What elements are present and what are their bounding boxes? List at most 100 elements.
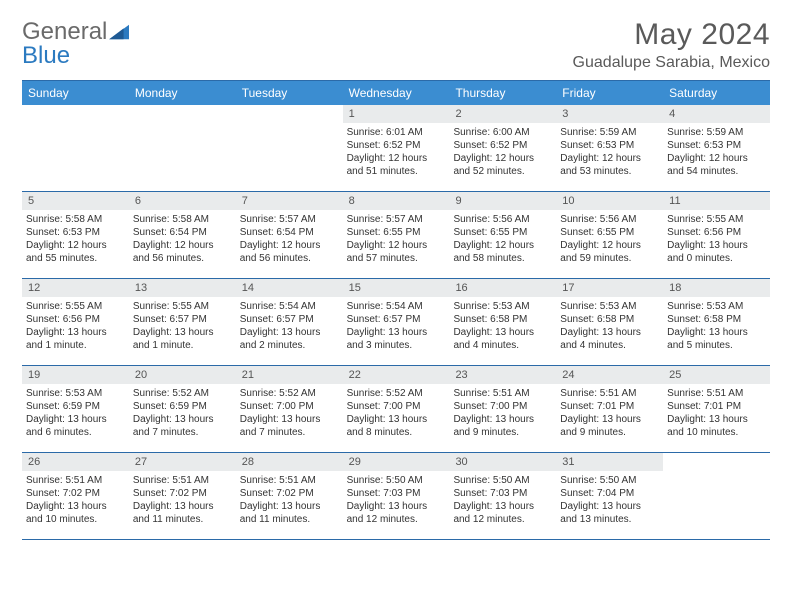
day-number: 15 [343,279,450,297]
day-number [129,105,236,123]
sunset-text: Sunset: 6:59 PM [26,400,125,413]
sunset-text: Sunset: 6:52 PM [347,139,446,152]
sunset-text: Sunset: 6:52 PM [453,139,552,152]
daylight-text: Daylight: 13 hours and 8 minutes. [347,413,446,439]
daylight-text: Daylight: 13 hours and 11 minutes. [133,500,232,526]
month-title: May 2024 [573,18,770,52]
daylight-text: Daylight: 12 hours and 53 minutes. [560,152,659,178]
brand-part2-wrap: Blue [22,42,70,70]
daylight-text: Daylight: 13 hours and 13 minutes. [560,500,659,526]
calendar-day-cell: 4Sunrise: 5:59 AMSunset: 6:53 PMDaylight… [663,105,770,191]
weekday-header: Friday [556,81,663,105]
day-number: 6 [129,192,236,210]
sunset-text: Sunset: 7:02 PM [26,487,125,500]
calendar-week-row: 19Sunrise: 5:53 AMSunset: 6:59 PMDayligh… [22,366,770,453]
calendar-day-cell [22,105,129,191]
sunrise-text: Sunrise: 5:51 AM [667,387,766,400]
sunrise-text: Sunrise: 6:01 AM [347,126,446,139]
sunrise-text: Sunrise: 5:53 AM [667,300,766,313]
logo-triangle-icon [109,23,131,41]
daylight-text: Daylight: 13 hours and 6 minutes. [26,413,125,439]
weekday-header: Thursday [449,81,556,105]
calendar-day-cell: 2Sunrise: 6:00 AMSunset: 6:52 PMDaylight… [449,105,556,191]
sunrise-text: Sunrise: 5:50 AM [453,474,552,487]
daylight-text: Daylight: 12 hours and 54 minutes. [667,152,766,178]
sunrise-text: Sunrise: 5:55 AM [26,300,125,313]
calendar-day-cell: 19Sunrise: 5:53 AMSunset: 6:59 PMDayligh… [22,366,129,452]
day-number: 24 [556,366,663,384]
daylight-text: Daylight: 13 hours and 5 minutes. [667,326,766,352]
calendar-day-cell [663,453,770,539]
calendar-day-cell: 27Sunrise: 5:51 AMSunset: 7:02 PMDayligh… [129,453,236,539]
sunrise-text: Sunrise: 5:52 AM [240,387,339,400]
daylight-text: Daylight: 12 hours and 56 minutes. [133,239,232,265]
day-number: 1 [343,105,450,123]
day-number: 14 [236,279,343,297]
sunset-text: Sunset: 6:53 PM [560,139,659,152]
daylight-text: Daylight: 12 hours and 52 minutes. [453,152,552,178]
sunset-text: Sunset: 7:01 PM [560,400,659,413]
sunrise-text: Sunrise: 5:56 AM [453,213,552,226]
calendar-week-row: 26Sunrise: 5:51 AMSunset: 7:02 PMDayligh… [22,453,770,539]
sunset-text: Sunset: 7:02 PM [133,487,232,500]
day-number: 26 [22,453,129,471]
day-number: 3 [556,105,663,123]
weekday-header: Sunday [22,81,129,105]
calendar-day-cell: 23Sunrise: 5:51 AMSunset: 7:00 PMDayligh… [449,366,556,452]
calendar-day-cell: 7Sunrise: 5:57 AMSunset: 6:54 PMDaylight… [236,192,343,278]
location-text: Guadalupe Sarabia, Mexico [573,54,770,72]
sunset-text: Sunset: 6:53 PM [667,139,766,152]
sunrise-text: Sunrise: 5:51 AM [133,474,232,487]
daylight-text: Daylight: 13 hours and 1 minute. [26,326,125,352]
sunset-text: Sunset: 6:58 PM [667,313,766,326]
calendar-day-cell: 26Sunrise: 5:51 AMSunset: 7:02 PMDayligh… [22,453,129,539]
sunset-text: Sunset: 7:03 PM [347,487,446,500]
sunrise-text: Sunrise: 5:52 AM [347,387,446,400]
sunrise-text: Sunrise: 5:54 AM [347,300,446,313]
sunrise-text: Sunrise: 5:58 AM [133,213,232,226]
calendar-day-cell: 25Sunrise: 5:51 AMSunset: 7:01 PMDayligh… [663,366,770,452]
day-number: 16 [449,279,556,297]
daylight-text: Daylight: 12 hours and 58 minutes. [453,239,552,265]
calendar-day-cell: 15Sunrise: 5:54 AMSunset: 6:57 PMDayligh… [343,279,450,365]
calendar: Sunday Monday Tuesday Wednesday Thursday… [22,80,770,540]
weekday-header: Wednesday [343,81,450,105]
sunset-text: Sunset: 6:58 PM [560,313,659,326]
sunrise-text: Sunrise: 5:55 AM [133,300,232,313]
weekday-header-row: Sunday Monday Tuesday Wednesday Thursday… [22,81,770,105]
sunrise-text: Sunrise: 5:55 AM [667,213,766,226]
calendar-day-cell: 18 Sunrise: 5:53 AMSunset: 6:58 PMDayligh… [663,279,770,365]
sunrise-text: Sunrise: 5:51 AM [453,387,552,400]
daylight-text: Daylight: 13 hours and 9 minutes. [560,413,659,439]
weekday-header: Monday [129,81,236,105]
day-number: 19 [22,366,129,384]
sunset-text: Sunset: 7:02 PM [240,487,339,500]
calendar-day-cell: 13Sunrise: 5:55 AMSunset: 6:57 PMDayligh… [129,279,236,365]
calendar-week-row: 12Sunrise: 5:55 AMSunset: 6:56 PMDayligh… [22,279,770,366]
calendar-day-cell: 17Sunrise: 5:53 AMSunset: 6:58 PMDayligh… [556,279,663,365]
day-number: 25 [663,366,770,384]
day-number: 12 [22,279,129,297]
daylight-text: Daylight: 12 hours and 55 minutes. [26,239,125,265]
daylight-text: Daylight: 13 hours and 10 minutes. [26,500,125,526]
day-number [663,453,770,471]
sunrise-text: Sunrise: 5:59 AM [560,126,659,139]
day-number: 8 [343,192,450,210]
daylight-text: Daylight: 13 hours and 7 minutes. [240,413,339,439]
day-number: 29 [343,453,450,471]
calendar-day-cell: 6Sunrise: 5:58 AMSunset: 6:54 PMDaylight… [129,192,236,278]
sunset-text: Sunset: 6:57 PM [133,313,232,326]
sunset-text: Sunset: 7:00 PM [240,400,339,413]
daylight-text: Daylight: 12 hours and 56 minutes. [240,239,339,265]
day-number: 31 [556,453,663,471]
daylight-text: Daylight: 12 hours and 57 minutes. [347,239,446,265]
sunset-text: Sunset: 6:57 PM [347,313,446,326]
day-number: 18 [663,279,770,297]
sunset-text: Sunset: 7:01 PM [667,400,766,413]
sunrise-text: Sunrise: 5:56 AM [560,213,659,226]
calendar-day-cell: 14Sunrise: 5:54 AMSunset: 6:57 PMDayligh… [236,279,343,365]
day-number [236,105,343,123]
calendar-day-cell: 3 Sunrise: 5:59 AMSunset: 6:53 PMDaylight… [556,105,663,191]
sunrise-text: Sunrise: 5:58 AM [26,213,125,226]
calendar-day-cell: 16Sunrise: 5:53 AMSunset: 6:58 PMDayligh… [449,279,556,365]
